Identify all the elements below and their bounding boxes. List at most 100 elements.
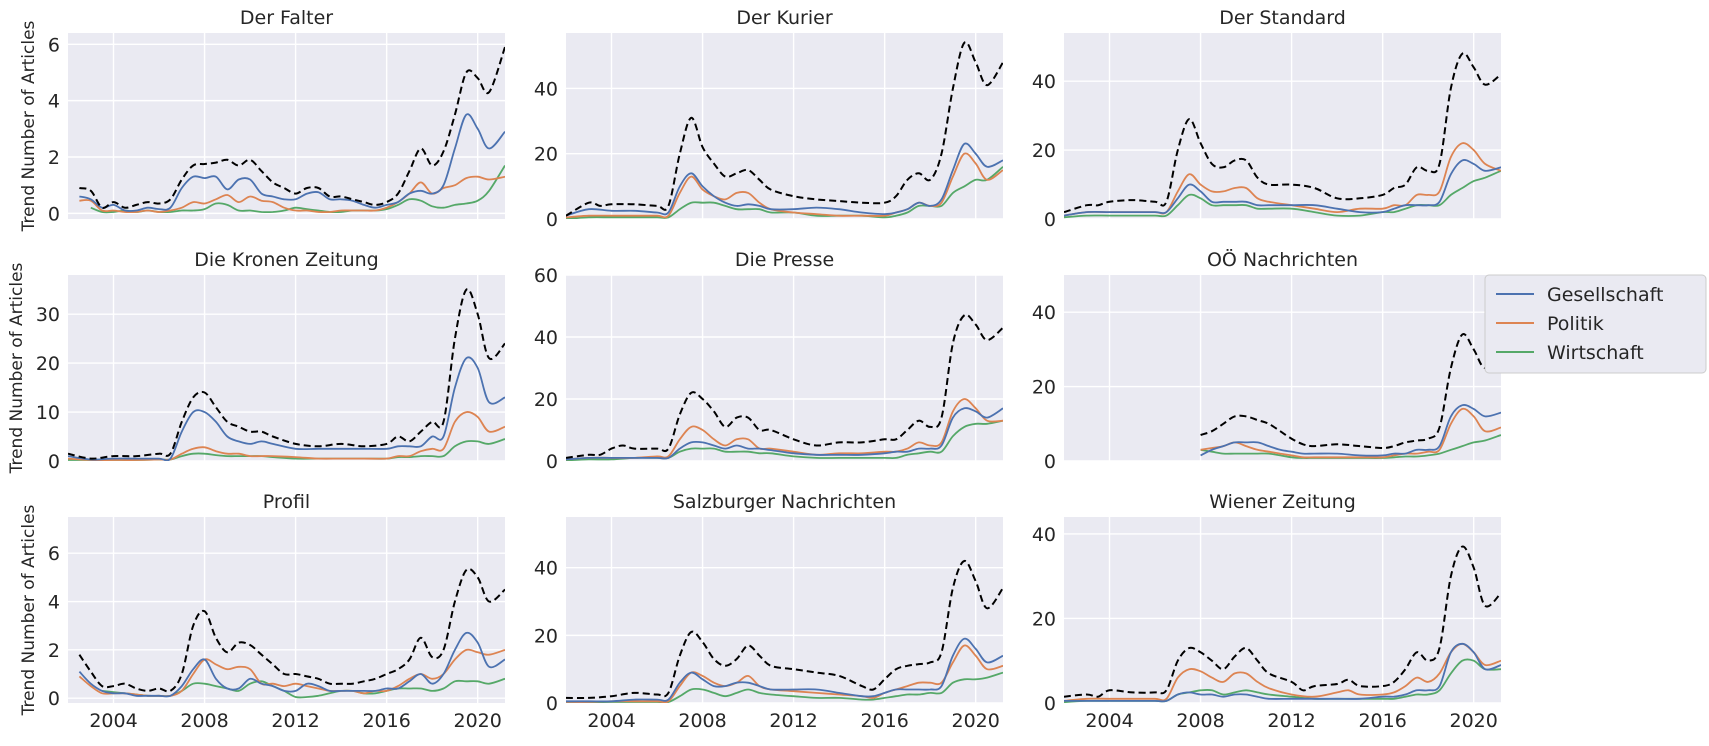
y-tick-label: 40	[534, 558, 558, 580]
panel-title: Profil	[263, 491, 310, 513]
series-line-gesellschaft	[566, 142, 1003, 217]
panel-die-presse: Die Presse 0 20 40 60	[534, 249, 1003, 473]
y-tick-label: 0	[546, 209, 558, 231]
plot-area	[566, 517, 1003, 703]
y-axis-label: Trend Number of Articles	[7, 262, 27, 474]
series-line-total	[1200, 333, 1501, 450]
panel-der-kurier: Der Kurier 0 20 40	[534, 7, 1003, 231]
series-line-gesellschaft	[78, 631, 505, 698]
y-tick-label: 20	[1032, 608, 1056, 630]
y-tick-label: 20	[534, 144, 558, 166]
y-tick-label: 40	[1032, 302, 1056, 324]
x-tick-label: 2004	[587, 710, 635, 732]
x-tick-label: 2012	[271, 710, 319, 732]
x-tick-label: 2020	[1450, 710, 1498, 732]
panel-der-standard: Der Standard 0 20 40	[1032, 7, 1501, 231]
panel-title: Salzburger Nachrichten	[673, 491, 896, 513]
y-tick-label: 30	[36, 304, 60, 326]
series-line-gesellschaft	[1064, 642, 1501, 703]
panel-title: Der Standard	[1219, 7, 1346, 29]
x-tick-label: 2012	[769, 710, 817, 732]
panel-die-kronen-zeitung: Die Kronen Zeitung 0 10 20 30	[36, 249, 505, 473]
panel-title: OÖ Nachrichten	[1207, 248, 1358, 271]
series-line-gesellschaft	[566, 637, 1003, 703]
panel-title: Die Kronen Zeitung	[194, 249, 379, 271]
x-tick-label: 2008	[1176, 710, 1224, 732]
plot-area	[566, 33, 1003, 219]
legend-label-politik: Politik	[1547, 313, 1604, 335]
series-line-total	[78, 567, 505, 693]
plot-area	[1064, 33, 1501, 219]
x-tick-label: 2016	[860, 710, 908, 732]
y-tick-label: 4	[48, 91, 60, 113]
series-line-gesellschaft	[68, 356, 505, 461]
y-tick-label: 40	[1032, 524, 1056, 546]
legend: Gesellschaft Politik Wirtschaft	[1484, 274, 1707, 374]
y-tick-label: 4	[48, 592, 60, 614]
x-tick-label: 2012	[1267, 710, 1315, 732]
y-axis-label: Trend Number of Articles	[19, 504, 39, 716]
series-line-total	[68, 288, 505, 460]
series-line-politik	[566, 152, 1003, 219]
y-tick-label: 0	[1044, 693, 1056, 715]
series-line-gesellschaft	[79, 113, 505, 212]
panel-profil: Profil 0 2 4 6 2004 2008 2012 2016 2020	[48, 491, 505, 732]
x-tick-label: 2020	[952, 710, 1000, 732]
plot-area	[1064, 275, 1501, 461]
panel-title: Der Falter	[240, 7, 333, 29]
y-tick-label: 0	[48, 451, 60, 473]
series-line-total	[79, 46, 505, 209]
y-tick-label: 20	[1032, 140, 1056, 162]
panel-title: Der Kurier	[736, 7, 833, 29]
plot-area	[566, 275, 1003, 461]
y-tick-label: 2	[48, 640, 60, 662]
series-line-gesellschaft	[1200, 404, 1501, 457]
y-tick-label: 20	[534, 625, 558, 647]
x-tick-label: 2016	[362, 710, 410, 732]
y-tick-label: 0	[546, 451, 558, 473]
legend-box	[1484, 274, 1707, 374]
y-tick-label: 10	[36, 402, 60, 424]
series-line-total	[1064, 52, 1501, 214]
panel-salzburger-nachrichten: Salzburger Nachrichten 0 20 40 2004 2008 2012 2…	[534, 491, 1003, 732]
y-tick-label: 0	[48, 203, 60, 225]
plot-area	[68, 33, 505, 219]
panel-title: Die Presse	[735, 249, 834, 271]
series-line-wirtschaft	[1064, 169, 1501, 219]
y-tick-label: 40	[534, 327, 558, 349]
y-tick-label: 2	[48, 147, 60, 169]
series-line-politik	[1200, 407, 1501, 459]
series-line-gesellschaft	[566, 407, 1003, 461]
series-line-total	[566, 41, 1003, 217]
plot-area	[68, 275, 505, 461]
x-tick-label: 2004	[89, 710, 137, 732]
legend-label-wirtschaft: Wirtschaft	[1547, 342, 1644, 364]
y-axis-label: Trend Number of Articles	[19, 20, 39, 232]
series-line-politik	[1064, 642, 1501, 702]
panel-der-falter: Der Falter 0 2 4 6	[48, 7, 505, 225]
y-tick-label: 6	[48, 34, 60, 56]
series-line-gesellschaft	[1064, 159, 1501, 217]
y-tick-label: 0	[546, 693, 558, 715]
series-line-total	[1064, 545, 1501, 698]
y-tick-label: 0	[1044, 209, 1056, 231]
y-tick-label: 60	[534, 265, 558, 287]
series-line-politik	[566, 398, 1003, 461]
x-tick-label: 2016	[1358, 710, 1406, 732]
series-line-politik	[566, 644, 1003, 703]
series-line-total	[566, 313, 1003, 459]
plot-area	[68, 517, 505, 703]
legend-label-gesellschaft: Gesellschaft	[1547, 284, 1663, 306]
y-tick-label: 0	[1044, 451, 1056, 473]
y-tick-label: 6	[48, 543, 60, 565]
series-line-total	[566, 560, 1003, 700]
series-line-wirtschaft	[566, 166, 1003, 219]
x-tick-label: 2008	[678, 710, 726, 732]
y-tick-label: 20	[1032, 377, 1056, 399]
panel-wiener-zeitung: Wiener Zeitung 0 20 40 2004 2008 2012 2016 2020	[1032, 491, 1501, 732]
y-tick-label: 20	[36, 353, 60, 375]
y-tick-label: 0	[48, 688, 60, 710]
y-tick-label: 20	[534, 389, 558, 411]
y-tick-label: 40	[1032, 71, 1056, 93]
